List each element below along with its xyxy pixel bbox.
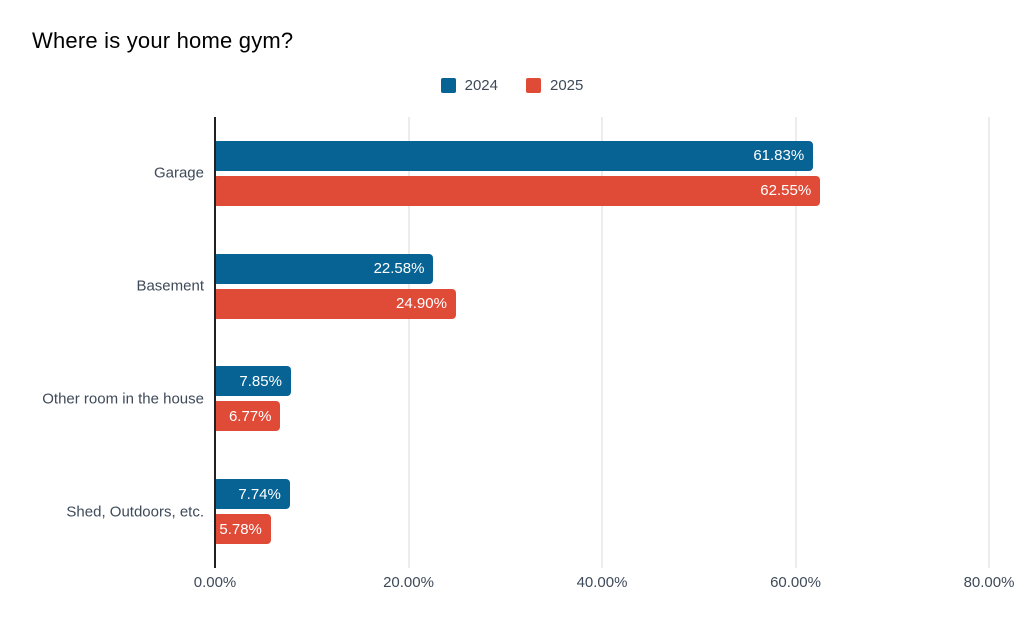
bar-2024-basement: 22.58% <box>215 253 434 284</box>
bar-value-label: 7.74% <box>238 485 281 503</box>
bar-2024-other-room: 7.85% <box>215 366 291 397</box>
bar-value-label: 5.78% <box>219 520 262 538</box>
x-tick-label-40: 40.00% <box>576 574 628 591</box>
bar-2025-other-room: 6.77% <box>215 401 281 432</box>
gridline-40 <box>601 117 603 568</box>
category-label: Basement <box>136 277 204 295</box>
bar-group-other-room: Other room in the house 7.85% 6.77% <box>42 343 989 456</box>
legend-swatch-2025 <box>526 78 541 93</box>
bar-value-label: 24.90% <box>396 295 447 313</box>
legend-item-2025: 2025 <box>526 77 583 94</box>
axis-baseline <box>214 117 216 568</box>
chart-title: Where is your home gym? <box>32 28 294 53</box>
bar-value-label: 22.58% <box>373 260 425 278</box>
legend-swatch-2024 <box>440 78 456 93</box>
gridline-80 <box>988 117 990 568</box>
bar-value-label: 61.83% <box>753 147 805 165</box>
x-tick-label-60: 60.00% <box>770 574 821 591</box>
x-axis: 0.00% 20.00% 40.00% 60.00% 80.00% <box>194 574 1015 594</box>
category-label: Other room in the house <box>42 390 204 408</box>
bar-value-label: 62.55% <box>760 182 812 200</box>
bar-2025-shed-outdoors: 5.78% <box>215 514 271 545</box>
gridline-20 <box>408 117 409 568</box>
plot-area: Garage 61.83% 62.55% Basement 22.58% 24.… <box>42 117 990 568</box>
x-tick-label-0: 0.00% <box>193 574 237 591</box>
legend-label-2024: 2024 <box>464 77 498 94</box>
gridline-60 <box>795 117 796 568</box>
bar-2025-basement: 24.90% <box>215 288 456 319</box>
bar-rows: Garage 61.83% 62.55% Basement 22.58% 24.… <box>42 117 989 568</box>
bar-value-label: 6.77% <box>228 407 272 425</box>
bar-group-garage: Garage 61.83% 62.55% <box>154 117 989 230</box>
category-label: Shed, Outdoors, etc. <box>66 503 204 521</box>
bar-2025-garage: 62.55% <box>215 175 821 206</box>
legend-item-2024: 2024 <box>440 77 498 94</box>
x-tick-label-20: 20.00% <box>383 574 434 591</box>
category-label: Garage <box>153 164 204 182</box>
bar-value-label: 7.85% <box>239 372 282 390</box>
legend: 2024 2025 <box>0 77 1024 94</box>
bar-2024-garage: 61.83% <box>215 140 814 171</box>
x-tick-label-80: 80.00% <box>963 574 1015 591</box>
legend-label-2025: 2025 <box>550 77 584 94</box>
bar-group-shed-outdoors: Shed, Outdoors, etc. 7.74% 5.78% <box>66 455 989 568</box>
bar-2024-shed-outdoors: 7.74% <box>215 479 290 510</box>
bar-group-basement: Basement 22.58% 24.90% <box>136 230 989 343</box>
